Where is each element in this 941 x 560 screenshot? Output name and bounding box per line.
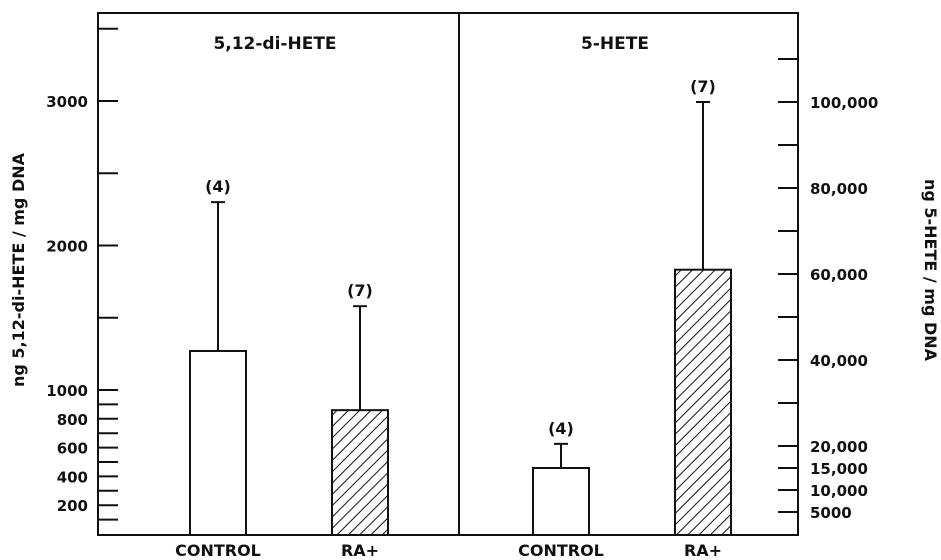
right-tick-label: 80,000 — [810, 180, 868, 198]
right-tick-label: 20,000 — [810, 438, 868, 456]
right-tick-label: 40,000 — [810, 352, 868, 370]
left-tick-label: 200 — [57, 497, 88, 515]
category-label: CONTROL — [518, 541, 604, 560]
category-label: RA+ — [341, 541, 379, 560]
left-y-axis: 200 400 600 800 1000 2000 3000 — [46, 27, 118, 521]
left-tick-label: 400 — [57, 468, 88, 486]
right-tick-label: 100,000 — [810, 94, 878, 112]
left-tick-label: 600 — [57, 440, 88, 458]
left-tick-label: 2000 — [46, 238, 88, 256]
right-tick-label: 10,000 — [810, 482, 868, 500]
n-label: (4) — [548, 419, 574, 438]
left-tick-label: 800 — [57, 411, 88, 429]
right-tick-label: 60,000 — [810, 266, 868, 284]
right-panel-title: 5-HETE — [581, 34, 649, 54]
left-panel-title: 5,12-di-HETE — [213, 34, 336, 54]
left-tick-label: 3000 — [46, 93, 88, 111]
bar — [331, 409, 389, 536]
right-tick-label: 15,000 — [810, 460, 868, 478]
n-label: (7) — [690, 77, 716, 96]
right-y-axis: 5000 10,000 15,000 20,000 40,000 60,000 80,000… — [778, 58, 878, 522]
left-y-axis-label: ng 5,12-di-HETE / mg DNA — [9, 152, 28, 387]
category-label: CONTROL — [175, 541, 261, 560]
n-label: (7) — [347, 281, 373, 300]
category-label: RA+ — [684, 541, 722, 560]
bar — [532, 467, 590, 536]
bar — [674, 268, 732, 536]
right-tick-label: 5000 — [810, 504, 852, 522]
left-tick-label: 1000 — [46, 382, 88, 400]
n-label: (4) — [205, 177, 231, 196]
bar — [189, 349, 247, 536]
right-y-axis-label: ng 5-HETE / mg DNA — [921, 179, 940, 362]
bar-marks: (4) CONTROL (7) RA+ (4) CONTROL (7) RA+ — [175, 77, 732, 560]
